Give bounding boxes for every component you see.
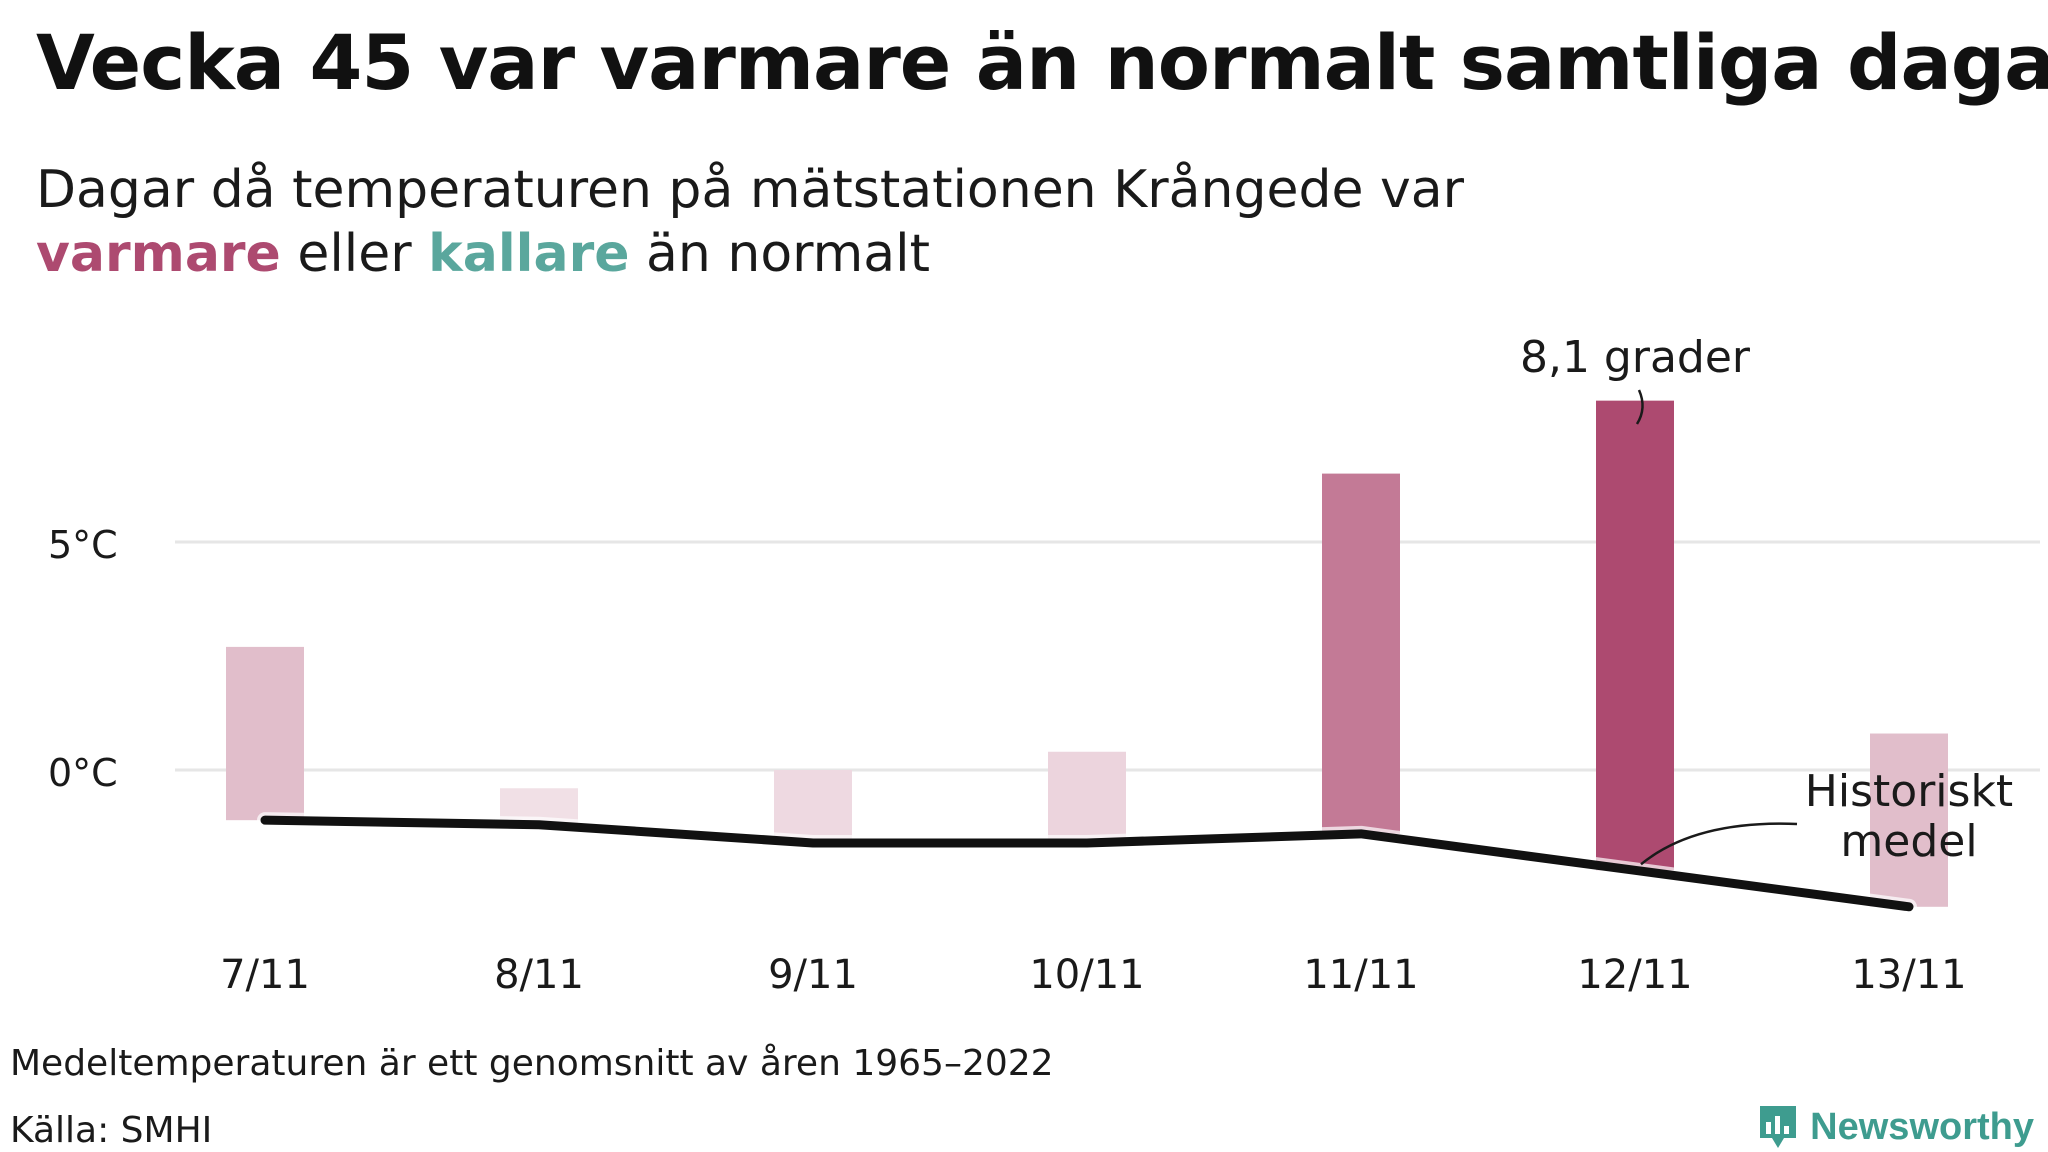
subtitle-middle: eller [297,224,412,284]
source-note: Källa: SMHI [10,1110,213,1151]
subtitle-line-1: Dagar då temperaturen på mätstationen Kr… [36,160,1465,220]
subtitle-line-2: varmare eller kallare än normalt [36,222,1464,286]
x-tick-label: 8/11 [494,952,584,998]
annotation-mean-connector [1640,822,1798,866]
x-tick-label: 11/11 [1303,952,1418,998]
chart-subtitle: Dagar då temperaturen på mätstationen Kr… [36,158,1464,286]
temperature-bar [1870,733,1948,907]
subtitle-warm-word: varmare [36,224,281,284]
temperature-bar [226,646,304,821]
chart-title: Vecka 45 var varmare än normalt samtliga… [36,18,2048,107]
x-tick-label: 9/11 [768,952,858,998]
y-tick-label: 0°C [48,751,118,795]
brand-name: Newsworthy [1810,1105,2034,1148]
y-tick-label: 5°C [48,523,118,567]
temperature-bar [774,770,852,843]
annotation-max-label: 8,1 grader [1520,332,1751,383]
annotation-max-connector [1635,389,1644,425]
annotation-mean-line: Historiskt [1805,766,2013,817]
axis-labels: 0°C 5°C 7/11 8/11 9/11 10/11 11/11 12/11 13/11 [48,523,1967,998]
newsworthy-logo-icon [1760,1106,1797,1148]
x-tick-label: 13/11 [1851,952,1966,998]
x-tick-label: 10/11 [1029,952,1144,998]
x-tick-label: 12/11 [1577,952,1692,998]
mean-line [260,815,1914,912]
subtitle-cold-word: kallare [428,224,630,284]
historical-mean-line [257,812,1917,915]
annotation-mean-line: medel [1840,816,1977,867]
footnote: Medeltemperaturen är ett genomsnitt av å… [10,1043,1054,1084]
temperature-bar [1596,400,1674,871]
gridlines [175,540,2040,772]
temperature-bar [1048,751,1126,843]
subtitle-end: än normalt [646,224,930,284]
temperature-bar [1322,473,1400,834]
bars [226,400,1948,907]
annotation-mean-label: Historiskt medel [1805,766,2013,867]
x-tick-label: 7/11 [220,952,310,998]
annotations: 8,1 grader Historiskt medel [1520,332,2013,867]
brand-logo: Newsworthy [1756,1102,2034,1152]
